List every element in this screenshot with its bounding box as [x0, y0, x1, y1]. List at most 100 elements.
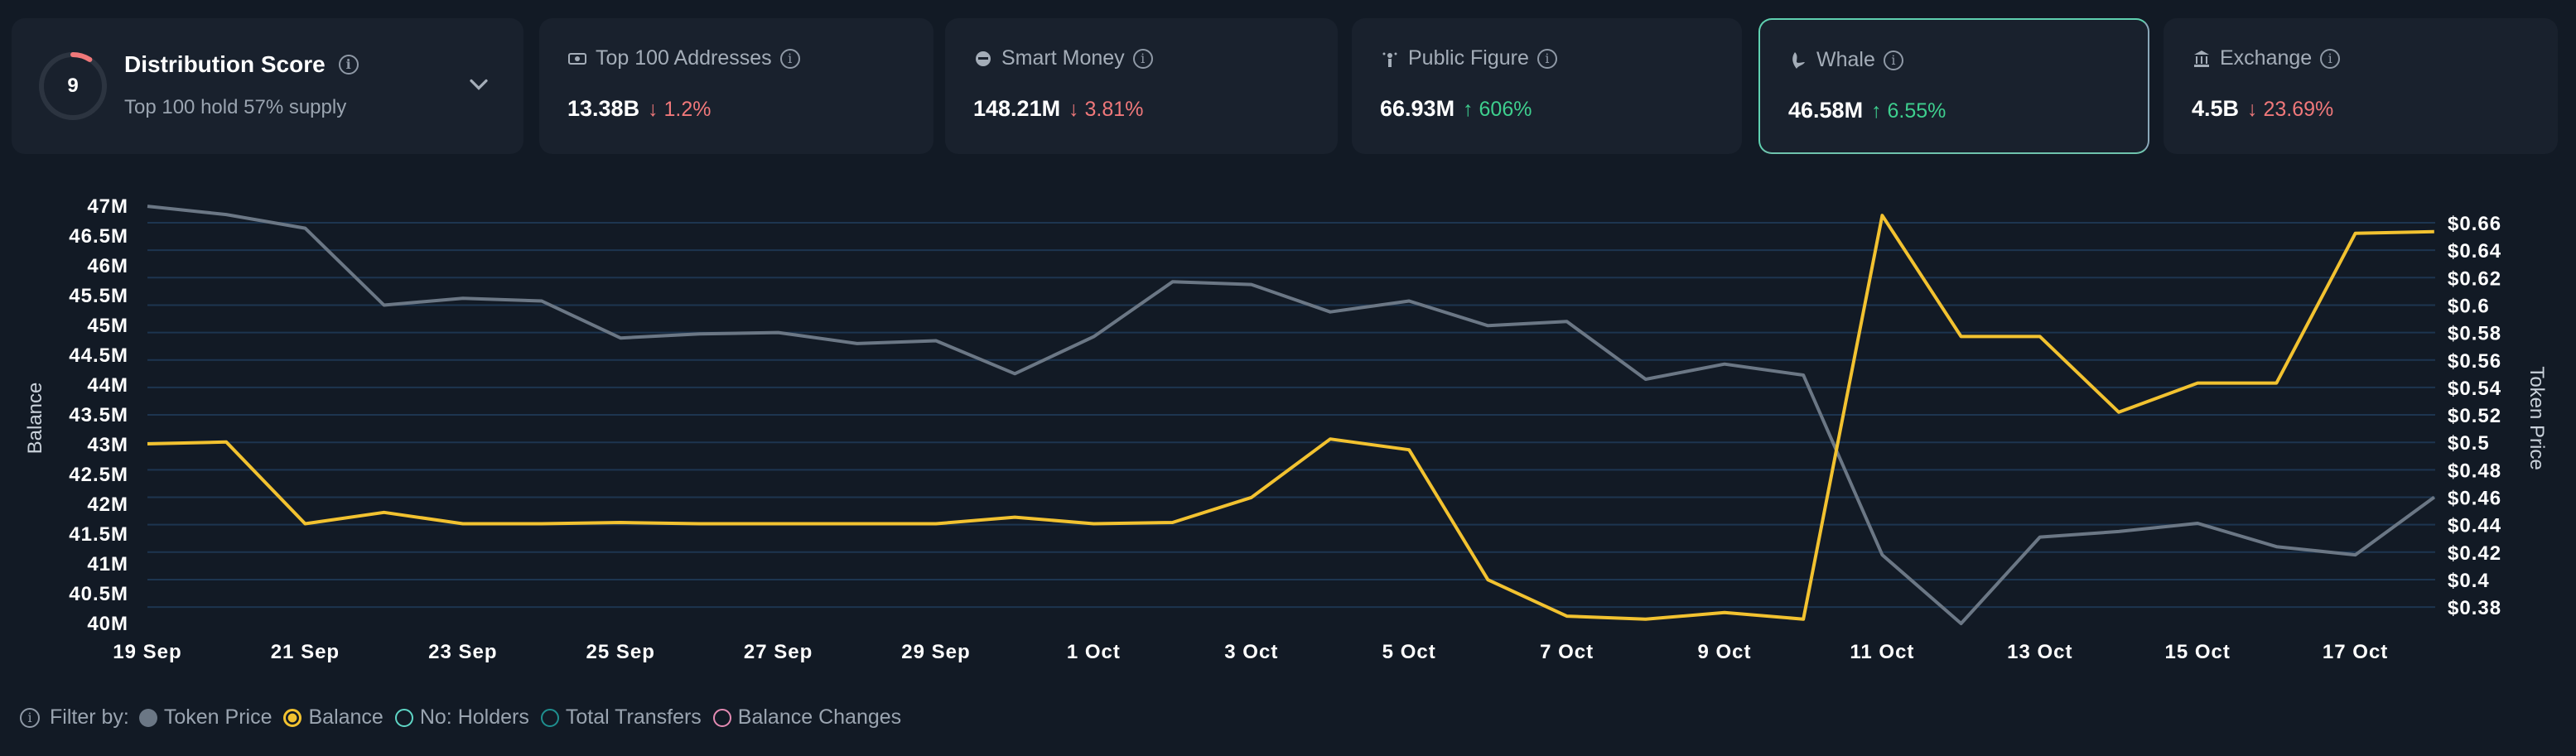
filter-bar: i Filter by: Token Price Balance No: Holde…	[20, 705, 913, 730]
balance-price-chart: $0.66 $0.64 $0.62 $0.6 $0.58 $0.56 $0.54 $0.52 $…	[24, 195, 2548, 663]
metric-change: ↑ 6.55%	[1871, 99, 1946, 123]
filter-label: Filter by:	[50, 705, 129, 729]
distribution-score-value: 9	[67, 75, 79, 97]
y-tick-label: 46.5M	[69, 225, 128, 248]
y-tick-label: 44.5M	[69, 344, 128, 367]
public-figure-icon	[1382, 52, 1397, 67]
distribution-score-label: Distribution Score	[124, 51, 326, 77]
y-tick-label: 42M	[87, 494, 128, 516]
info-icon[interactable]: i	[2320, 48, 2341, 69]
metric-value: 46.58M	[1788, 98, 1864, 123]
metric-value: 148.21M	[973, 96, 1061, 121]
metric-change-value: 606%	[1479, 98, 1532, 121]
filter-total-transfers[interactable]: Total Transfers	[540, 705, 702, 730]
filter-item-label: Balance Changes	[737, 705, 902, 729]
metric-card-public-figure[interactable]: Public Figure i 66.93M ↑ 606%	[1352, 18, 1742, 154]
y-tick-label: 45.5M	[69, 285, 128, 307]
metric-label: Public Figure	[1408, 46, 1529, 70]
x-tick-label: 7 Oct	[1540, 641, 1594, 663]
y2-tick-label: $0.44	[2448, 515, 2501, 537]
y2-tick-label: $0.66	[2448, 213, 2501, 235]
arrow-down-icon: ↓	[2247, 98, 2258, 121]
y-tick-label: 45M	[87, 315, 128, 337]
arrow-up-icon: ↑	[1871, 99, 1882, 123]
x-tick-label: 13 Oct	[2007, 641, 2072, 663]
metric-card-exchange[interactable]: Exchange i 4.5B ↓ 23.69%	[2164, 18, 2558, 154]
radio-icon[interactable]	[394, 708, 413, 727]
x-tick-label: 29 Sep	[901, 641, 970, 663]
radio-icon[interactable]	[283, 708, 302, 727]
y-tick-label: 41.5M	[69, 523, 128, 546]
y-tick-label: 40.5M	[69, 583, 128, 605]
distribution-score-subtitle: Top 100 hold 57% supply	[124, 96, 347, 118]
metric-title: Exchange i	[2192, 46, 2341, 70]
series-line-balance	[147, 214, 2434, 621]
x-tick-label: 23 Sep	[428, 641, 497, 663]
metric-card-smart-money[interactable]: Smart Money i 148.21M ↓ 3.81%	[945, 18, 1338, 154]
x-tick-label: 3 Oct	[1224, 641, 1278, 663]
series-line-token-price	[147, 205, 2435, 625]
metric-value: 66.93M	[1380, 96, 1455, 121]
metric-change: ↓ 23.69%	[2247, 98, 2333, 122]
chevron-down-icon[interactable]	[464, 70, 494, 99]
filter-balance[interactable]: Balance	[283, 705, 384, 730]
info-icon[interactable]: i	[1132, 48, 1153, 69]
y2-tick-label: $0.56	[2448, 350, 2501, 373]
radio-icon[interactable]	[138, 708, 157, 727]
filter-item-label: Balance	[308, 705, 384, 729]
y2-tick-label: $0.42	[2448, 542, 2501, 565]
filter-item-label: No: Holders	[419, 705, 529, 729]
arrow-down-icon: ↓	[648, 98, 658, 121]
y2-tick-label: $0.58	[2448, 323, 2501, 345]
metric-value: 4.5B	[2192, 96, 2240, 121]
y2-tick-label: $0.4	[2448, 570, 2490, 592]
metric-card-whale[interactable]: Whale i 46.58M ↑ 6.55%	[1758, 18, 2149, 154]
metric-card-top-100-addresses[interactable]: Top 100 Addresses i 13.38B ↓ 1.2%	[539, 18, 933, 154]
radio-icon[interactable]	[712, 708, 731, 727]
filter-token-price[interactable]: Token Price	[138, 705, 272, 730]
info-icon[interactable]: i	[20, 707, 40, 728]
radio-icon[interactable]	[540, 708, 559, 727]
info-icon[interactable]: i	[779, 48, 800, 69]
metric-value-row: 4.5B ↓ 23.69%	[2192, 96, 2333, 122]
filter-no-holders[interactable]: No: Holders	[394, 705, 529, 730]
metric-change-value: 1.2%	[663, 98, 712, 121]
metric-change-value: 3.81%	[1084, 98, 1144, 121]
metric-change-value: 23.69%	[2263, 98, 2334, 121]
metric-value-row: 148.21M ↓ 3.81%	[973, 96, 1143, 122]
y2-tick-label: $0.48	[2448, 460, 2501, 482]
x-tick-label: 5 Oct	[1382, 641, 1436, 663]
y2-tick-label: $0.46	[2448, 488, 2501, 510]
y2-tick-label: $0.52	[2448, 405, 2501, 427]
x-tick-label: 15 Oct	[2165, 641, 2231, 663]
x-tick-label: 9 Oct	[1697, 641, 1751, 663]
y-tick-label: 46M	[87, 255, 128, 277]
metric-change: ↑ 606%	[1463, 98, 1532, 122]
metric-change-value: 6.55%	[1887, 99, 1946, 123]
metric-change: ↓ 1.2%	[648, 98, 711, 122]
filter-balance-changes[interactable]: Balance Changes	[712, 705, 902, 730]
info-icon[interactable]: i	[1883, 50, 1903, 70]
metric-label: Top 100 Addresses	[596, 46, 772, 70]
x-tick-label: 17 Oct	[2323, 641, 2388, 663]
info-icon[interactable]: i	[338, 55, 359, 75]
y2-tick-label: $0.54	[2448, 378, 2501, 400]
y-tick-label: 40M	[87, 613, 128, 635]
y2-tick-label: $0.38	[2448, 597, 2501, 619]
x-tick-label: 27 Sep	[744, 641, 813, 663]
bank-icon	[2194, 50, 2209, 67]
metric-title: Public Figure i	[1380, 46, 1557, 70]
distribution-score-card[interactable]: 9 Distribution Score i Top 100 hold 57% …	[12, 18, 523, 154]
metric-label: Whale	[1816, 48, 1875, 71]
y-axis-title: Balance	[24, 383, 46, 455]
info-icon[interactable]: i	[1536, 48, 1557, 69]
y2-tick-label: $0.6	[2448, 295, 2490, 317]
arrow-down-icon: ↓	[1069, 98, 1079, 121]
filter-item-label: Total Transfers	[565, 705, 702, 729]
y-tick-label: 44M	[87, 374, 128, 397]
arrow-up-icon: ↑	[1463, 98, 1474, 121]
y2-tick-label: $0.5	[2448, 432, 2490, 455]
money-icon	[568, 52, 586, 65]
distribution-score-title: Distribution Score i	[124, 51, 359, 78]
y2-tick-label: $0.62	[2448, 267, 2501, 290]
